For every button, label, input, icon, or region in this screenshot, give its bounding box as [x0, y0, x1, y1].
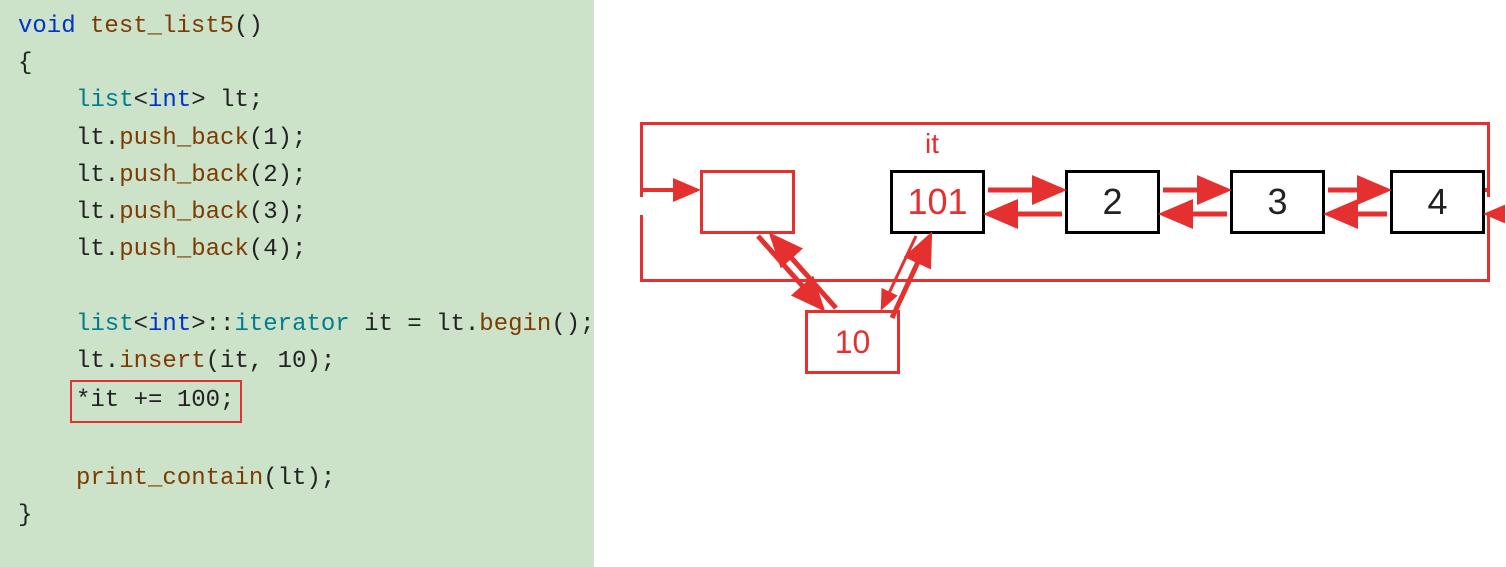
node-4: 4	[1390, 170, 1485, 234]
method-pushback: push_back	[119, 236, 249, 263]
code-line-10: *it += 100;	[18, 380, 576, 423]
print-args: (lt);	[263, 465, 335, 492]
iterator-kw: iterator	[234, 311, 349, 338]
node-label: 4	[1427, 181, 1447, 223]
iter-decl: it = lt.	[350, 311, 480, 338]
iterator-label: it	[925, 128, 939, 160]
arg-4: (4);	[249, 236, 307, 263]
lt-bracket: <	[134, 87, 148, 114]
code-blank	[18, 268, 576, 305]
keyword-int: int	[148, 87, 191, 114]
node-3: 3	[1230, 170, 1325, 234]
node-label: 3	[1267, 181, 1287, 223]
arg-2: (2);	[249, 162, 307, 189]
keyword-int: int	[148, 311, 191, 338]
gt-bracket: >	[191, 311, 205, 338]
code-blank-2	[18, 423, 576, 460]
lt-bracket: <	[134, 311, 148, 338]
node-sentinel	[700, 170, 795, 234]
method-insert: insert	[119, 348, 205, 375]
function-name: test_list5	[90, 13, 234, 40]
code-line-3: list<int> lt;	[18, 82, 576, 119]
type-list: list	[76, 311, 134, 338]
call-paren: ();	[551, 311, 594, 338]
fn-print: print_contain	[76, 465, 263, 492]
brace-close: }	[18, 502, 32, 529]
node-101: 101	[890, 170, 985, 234]
node-label: 10	[835, 324, 871, 361]
var-decl: lt;	[206, 87, 264, 114]
code-line-6: lt.push_back(3);	[18, 194, 576, 231]
code-panel: void test_list5() { list<int> lt; lt.pus…	[0, 0, 594, 567]
code-line-2: {	[18, 45, 576, 82]
obj-lt: lt.	[76, 236, 119, 263]
code-line-8: list<int>::iterator it = lt.begin();	[18, 306, 576, 343]
node-10-inserted: 10	[805, 310, 900, 374]
method-pushback: push_back	[119, 125, 249, 152]
code-line-11: print_contain(lt);	[18, 460, 576, 497]
code-line-9: lt.insert(it, 10);	[18, 343, 576, 380]
code-line-4: lt.push_back(1);	[18, 120, 576, 157]
insert-args: (it, 10);	[206, 348, 336, 375]
node-2: 2	[1065, 170, 1160, 234]
code-line-12: }	[18, 497, 576, 534]
method-begin: begin	[479, 311, 551, 338]
arg-3: (3);	[249, 199, 307, 226]
node-label: 2	[1102, 181, 1122, 223]
diagram-panel: it 101 2 3 4 10	[630, 0, 1505, 567]
highlighted-line: *it += 100;	[70, 380, 242, 423]
obj-lt: lt.	[76, 199, 119, 226]
code-line-7: lt.push_back(4);	[18, 231, 576, 268]
brace-open: {	[18, 50, 32, 77]
arg-1: (1);	[249, 125, 307, 152]
paren: ()	[234, 13, 263, 40]
code-line-5: lt.push_back(2);	[18, 157, 576, 194]
method-pushback: push_back	[119, 162, 249, 189]
type-list: list	[76, 87, 134, 114]
node-label: 101	[907, 181, 967, 223]
gt-bracket: >	[191, 87, 205, 114]
code-line-1: void test_list5()	[18, 8, 576, 45]
deref-assign: *it += 100;	[76, 387, 234, 414]
obj-lt: lt.	[76, 125, 119, 152]
method-pushback: push_back	[119, 199, 249, 226]
obj-lt: lt.	[76, 162, 119, 189]
keyword-void: void	[18, 13, 76, 40]
obj-lt: lt.	[76, 348, 119, 375]
